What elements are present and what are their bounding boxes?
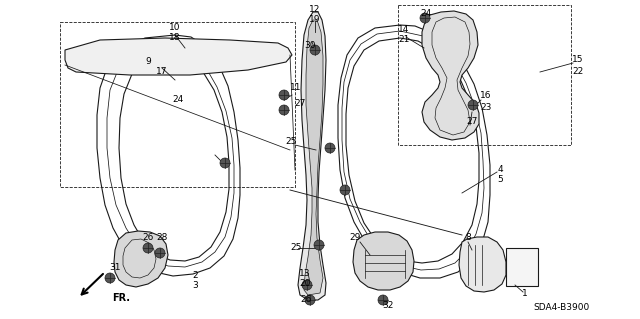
Text: 11: 11 — [291, 84, 301, 93]
PathPatch shape — [65, 38, 292, 75]
Text: 12: 12 — [309, 5, 321, 14]
Text: 15: 15 — [572, 56, 584, 64]
Text: 8: 8 — [465, 233, 471, 241]
Text: 23: 23 — [480, 103, 492, 113]
Text: 26: 26 — [300, 295, 312, 305]
Text: 31: 31 — [109, 263, 121, 272]
Text: 30: 30 — [304, 41, 316, 49]
Text: 18: 18 — [169, 33, 180, 42]
Text: 4: 4 — [497, 166, 503, 174]
Text: 19: 19 — [309, 16, 321, 25]
Text: 9: 9 — [145, 57, 151, 66]
Text: 10: 10 — [169, 24, 180, 33]
Text: 20: 20 — [300, 278, 310, 287]
PathPatch shape — [304, 20, 323, 295]
Circle shape — [105, 273, 115, 283]
Text: 5: 5 — [497, 175, 503, 184]
Circle shape — [143, 243, 153, 253]
Circle shape — [420, 13, 430, 23]
Circle shape — [468, 100, 478, 110]
Text: SDA4-B3900: SDA4-B3900 — [534, 303, 590, 313]
Text: 29: 29 — [349, 234, 361, 242]
PathPatch shape — [298, 12, 326, 300]
Circle shape — [314, 240, 324, 250]
Text: 14: 14 — [398, 26, 410, 34]
Circle shape — [340, 185, 350, 195]
Circle shape — [220, 158, 230, 168]
Circle shape — [325, 143, 335, 153]
Circle shape — [302, 280, 312, 290]
Text: 1: 1 — [522, 288, 528, 298]
Circle shape — [310, 45, 320, 55]
Text: 27: 27 — [294, 99, 306, 108]
Text: FR.: FR. — [112, 293, 130, 303]
Text: 2: 2 — [192, 271, 198, 280]
PathPatch shape — [459, 237, 506, 292]
Circle shape — [279, 90, 289, 100]
Text: 22: 22 — [572, 68, 584, 77]
Circle shape — [279, 105, 289, 115]
Circle shape — [155, 248, 165, 258]
Text: 25: 25 — [285, 137, 297, 146]
PathPatch shape — [353, 232, 414, 290]
Text: 16: 16 — [480, 92, 492, 100]
Text: 3: 3 — [192, 281, 198, 291]
Circle shape — [378, 295, 388, 305]
Text: 21: 21 — [398, 35, 410, 44]
PathPatch shape — [114, 231, 168, 287]
Text: 25: 25 — [291, 243, 301, 253]
Bar — [60, 22, 295, 187]
Text: 27: 27 — [467, 117, 477, 127]
Text: 24: 24 — [172, 95, 184, 105]
PathPatch shape — [422, 11, 479, 140]
Text: 26: 26 — [142, 234, 154, 242]
Text: 24: 24 — [420, 10, 431, 19]
Bar — [398, 5, 571, 145]
Circle shape — [305, 295, 315, 305]
Text: 13: 13 — [300, 269, 311, 278]
Text: 32: 32 — [382, 300, 394, 309]
Text: 17: 17 — [156, 68, 168, 77]
Text: 28: 28 — [156, 234, 168, 242]
Bar — [506, 248, 538, 286]
